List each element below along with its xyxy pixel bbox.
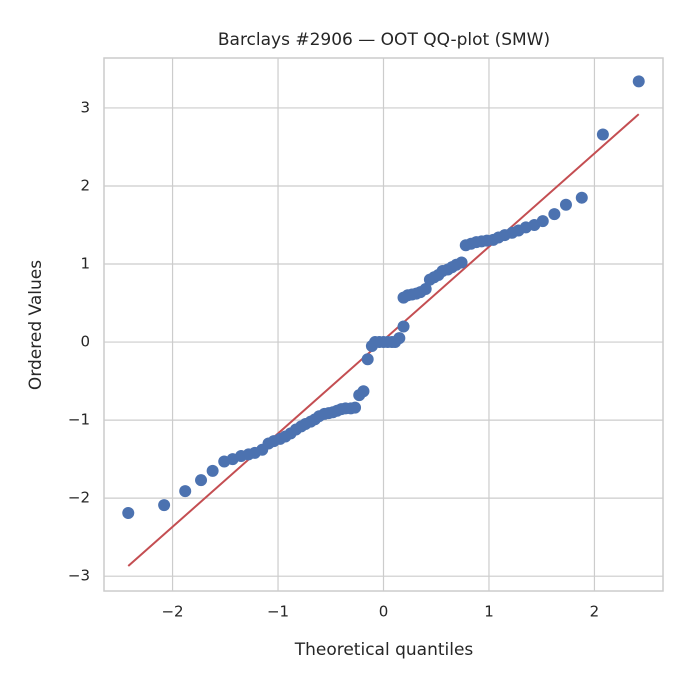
chart-title: Barclays #2906 — OOT QQ-plot (SMW) bbox=[218, 30, 550, 50]
point bbox=[393, 332, 406, 345]
x-axis-label: Theoretical quantiles bbox=[294, 640, 474, 660]
point bbox=[349, 401, 362, 414]
x-tick-label: 0 bbox=[379, 603, 389, 621]
point bbox=[575, 191, 588, 204]
point bbox=[122, 506, 135, 519]
x-tick-label: −1 bbox=[267, 603, 289, 621]
y-tick-label: −1 bbox=[68, 411, 90, 429]
point bbox=[195, 474, 208, 487]
point bbox=[206, 464, 219, 477]
point bbox=[357, 385, 370, 398]
y-tick-label: −2 bbox=[68, 489, 90, 507]
point bbox=[548, 208, 561, 221]
y-tick-label: −3 bbox=[68, 567, 90, 585]
point bbox=[397, 320, 410, 333]
point bbox=[536, 215, 549, 228]
point bbox=[596, 128, 609, 141]
point bbox=[632, 75, 645, 88]
point bbox=[455, 256, 468, 269]
point bbox=[419, 282, 432, 295]
x-tick-label: 1 bbox=[484, 603, 494, 621]
x-tick-label: 2 bbox=[590, 603, 600, 621]
y-tick-label: 1 bbox=[80, 255, 90, 273]
y-tick-label: 2 bbox=[80, 176, 90, 194]
plot-frame bbox=[103, 57, 664, 592]
point bbox=[179, 485, 192, 498]
point bbox=[559, 198, 572, 211]
y-axis-label: Ordered Values bbox=[26, 260, 46, 390]
point bbox=[361, 353, 374, 366]
point bbox=[158, 499, 171, 512]
x-tick-label: −2 bbox=[161, 603, 183, 621]
y-tick-label: 3 bbox=[80, 98, 90, 116]
y-tick-label: 0 bbox=[80, 333, 90, 351]
